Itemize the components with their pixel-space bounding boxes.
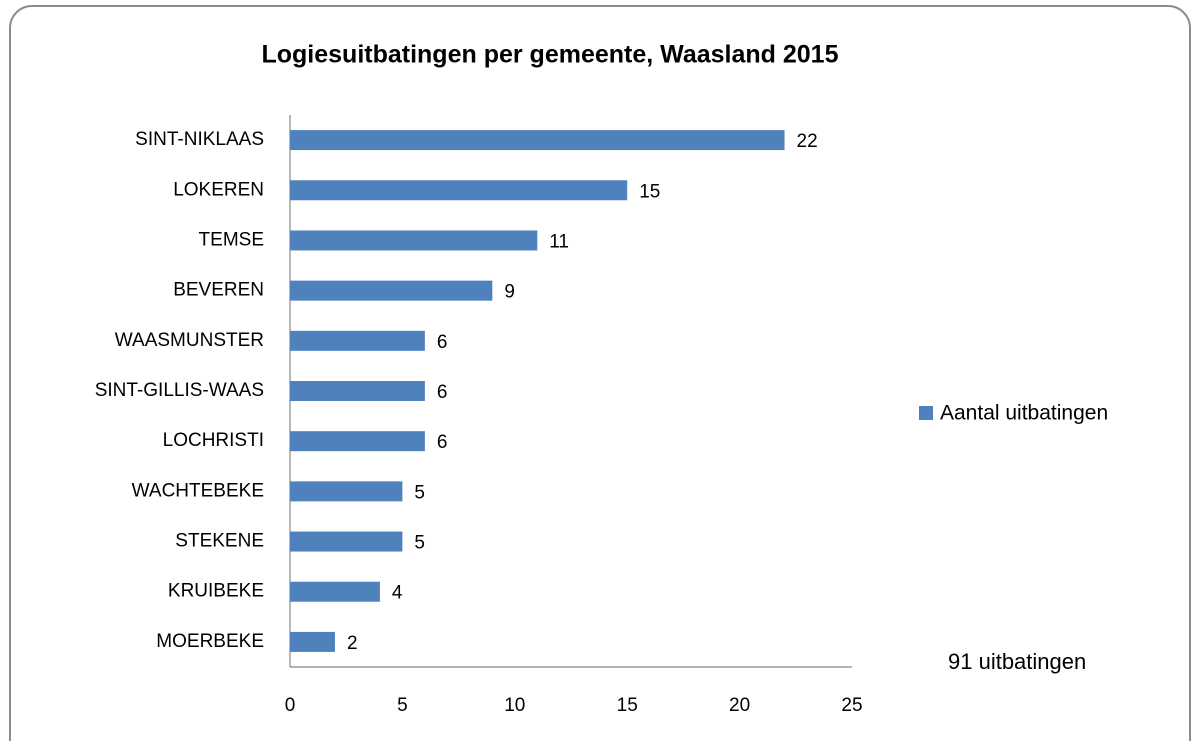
data-label: 6 xyxy=(437,332,448,353)
data-label: 11 xyxy=(549,231,569,252)
bar xyxy=(290,180,628,201)
data-label: 2 xyxy=(347,633,358,654)
legend-label: Aantal uitbatingen xyxy=(940,402,1108,425)
data-label: 6 xyxy=(437,382,448,403)
x-tick-label: 20 xyxy=(729,695,750,716)
data-label: 5 xyxy=(414,482,425,503)
y-tick-label: BEVEREN xyxy=(173,280,264,301)
x-tick-label: 10 xyxy=(504,695,525,716)
x-tick-label: 25 xyxy=(841,695,862,716)
y-tick-label: WAASMUNSTER xyxy=(115,330,264,351)
x-tick-label: 15 xyxy=(617,695,638,716)
y-tick-label: LOKEREN xyxy=(173,179,264,200)
data-label: 5 xyxy=(414,533,425,554)
bar xyxy=(290,230,538,251)
chart-title: Logiesuitbatingen per gemeente, Waasland… xyxy=(261,41,838,69)
y-tick-label: SINT-NIKLAAS xyxy=(135,129,264,150)
data-label: 6 xyxy=(437,432,448,453)
y-tick-label: LOCHRISTI xyxy=(163,430,264,451)
y-tick-label: SINT-GILLIS-WAAS xyxy=(95,380,264,401)
annotation: 91 uitbatingen xyxy=(948,649,1086,674)
x-tick-label: 0 xyxy=(285,695,296,716)
bar xyxy=(290,531,403,552)
bar xyxy=(290,431,425,452)
x-tick-label: 5 xyxy=(397,695,408,716)
y-tick-label: TEMSE xyxy=(199,229,264,250)
data-label: 4 xyxy=(392,583,403,604)
data-label: 22 xyxy=(797,131,818,152)
y-tick-label: KRUIBEKE xyxy=(168,581,264,602)
bar xyxy=(290,130,785,151)
bar xyxy=(290,381,425,401)
bar xyxy=(290,481,403,502)
y-tick-label: MOERBEKE xyxy=(156,631,264,652)
bar xyxy=(290,631,335,652)
legend-swatch xyxy=(919,406,933,420)
bar xyxy=(290,330,425,351)
data-label: 9 xyxy=(504,282,515,303)
y-tick-label: STEKENE xyxy=(175,531,264,552)
y-tick-label: WACHTEBEKE xyxy=(132,480,264,501)
data-label: 15 xyxy=(639,181,660,202)
bar xyxy=(290,280,493,301)
bar xyxy=(290,581,380,602)
